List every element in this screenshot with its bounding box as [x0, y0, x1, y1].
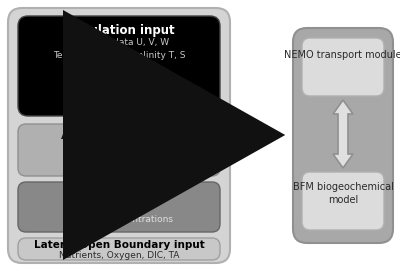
Text: Transport data U, V, W
Temperature and salinity T, S
Vertical diffusivity
Surfac: Transport data U, V, W Temperature and s… — [53, 38, 185, 86]
FancyBboxPatch shape — [8, 8, 230, 263]
FancyBboxPatch shape — [302, 172, 384, 230]
Text: Discharge
Nutrient concentrations: Discharge Nutrient concentrations — [65, 202, 173, 224]
Text: Lateral Open Boundary input: Lateral Open Boundary input — [34, 240, 204, 250]
FancyBboxPatch shape — [18, 182, 220, 232]
Text: BFM biogeochemical
model: BFM biogeochemical model — [292, 182, 394, 205]
FancyBboxPatch shape — [293, 28, 393, 243]
Text: Nutrients, Oxygen, DIC, TA: Nutrients, Oxygen, DIC, TA — [59, 251, 179, 260]
FancyBboxPatch shape — [18, 238, 220, 260]
FancyBboxPatch shape — [18, 16, 220, 116]
Text: Atmospheric input: Atmospheric input — [61, 131, 177, 141]
Text: River input: River input — [84, 189, 154, 199]
Text: NEMO transport module: NEMO transport module — [284, 50, 400, 60]
FancyBboxPatch shape — [18, 124, 220, 176]
Text: Circulation input: Circulation input — [64, 24, 174, 37]
Text: Shortwave radiation
Wind speed: Shortwave radiation Wind speed — [73, 144, 165, 166]
Polygon shape — [333, 100, 353, 168]
FancyBboxPatch shape — [302, 38, 384, 96]
